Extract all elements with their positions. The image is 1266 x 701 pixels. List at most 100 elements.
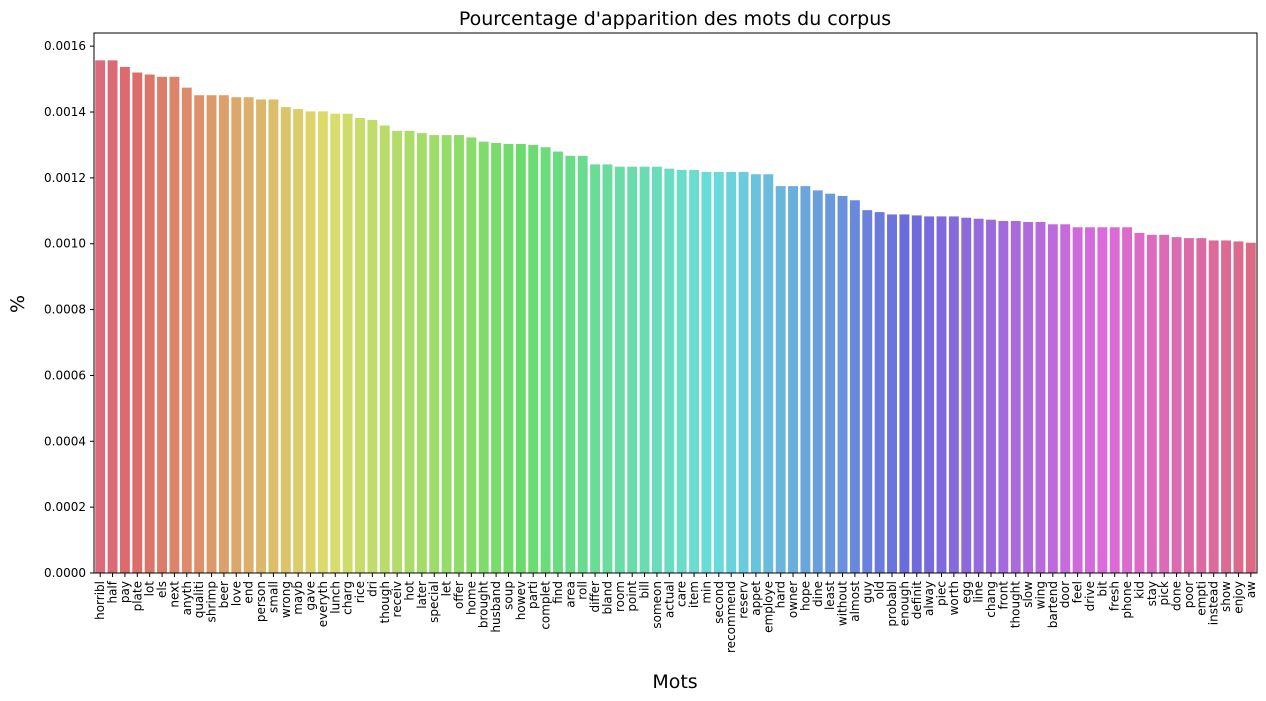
x-tick-label: appet — [749, 581, 763, 616]
bar-definit — [911, 215, 922, 573]
y-tick-label: 0.0000 — [44, 566, 86, 580]
bar-pick — [1159, 234, 1170, 573]
x-tick-label: lot — [143, 581, 157, 597]
bar-min — [701, 171, 712, 573]
x-tick-label: person — [254, 581, 268, 622]
x-tick-label: drive — [1083, 581, 1097, 611]
bar-kid — [1134, 232, 1145, 573]
x-tick-label: guy — [860, 581, 874, 603]
bar-worth — [948, 216, 959, 573]
bar-let — [441, 135, 452, 573]
bar-differ — [590, 164, 601, 573]
x-tick-label: alway — [922, 581, 936, 616]
bar-alway — [924, 216, 935, 573]
bar-show — [1221, 240, 1232, 573]
x-tick-label: thought — [1009, 581, 1023, 628]
bar-offer — [454, 135, 464, 573]
x-tick-label: later — [415, 581, 429, 609]
x-tick-label: min — [699, 581, 713, 604]
x-tick-label: recommend — [724, 581, 738, 653]
bar-reserv — [738, 171, 749, 573]
bar-poor — [1184, 238, 1194, 573]
bar-horribl — [95, 60, 106, 573]
x-tick-label: worth — [947, 581, 961, 615]
x-tick-label: enjoy — [1231, 581, 1245, 614]
bar-thought — [1010, 221, 1021, 573]
x-tick-label: bartend — [1046, 581, 1060, 628]
x-tick-label: offer — [452, 581, 466, 609]
y-axis: 0.0000 0.0002 0.0004 0.0006 0.0008 0.0010 0.00… — [44, 39, 94, 580]
bar-egg — [961, 217, 972, 573]
bar-dine — [812, 190, 823, 573]
x-tick-label: chang — [984, 581, 998, 618]
bars-group — [95, 60, 1256, 574]
bar-receiv — [392, 130, 403, 574]
bar-qualiti — [194, 95, 205, 573]
bar-fresh — [1109, 227, 1120, 573]
bar-actual — [664, 168, 675, 573]
bar-lunch — [330, 113, 341, 574]
x-tick-label: pay — [118, 581, 132, 603]
y-tick-label: 0.0010 — [44, 237, 86, 251]
x-tick-label: without — [836, 581, 850, 626]
bar-done — [1171, 237, 1182, 573]
bar-plate — [132, 72, 143, 573]
x-tick-label: aw — [1244, 581, 1258, 598]
x-tick-label: fresh — [1108, 581, 1122, 611]
bar-love — [231, 97, 242, 574]
y-tick-label: 0.0002 — [44, 500, 86, 514]
bar-anyth — [181, 87, 192, 573]
bar-door — [1060, 224, 1071, 574]
bar-parti — [528, 144, 539, 573]
bar-aw — [1245, 242, 1256, 574]
x-tick-label: plate — [130, 581, 144, 611]
x-tick-label: let — [440, 581, 454, 597]
x-tick-label: almost — [848, 581, 862, 622]
x-tick-label: second — [712, 581, 726, 624]
y-tick-label: 0.0004 — [44, 434, 86, 448]
x-tick-label: front — [996, 581, 1010, 610]
y-tick-label: 0.0008 — [44, 303, 86, 317]
x-tick-label: brought — [477, 581, 491, 628]
x-tick-label: though — [378, 581, 392, 623]
x-tick-label: horribl — [93, 581, 107, 620]
bar-second — [713, 171, 724, 573]
bar-roll — [577, 155, 588, 573]
bar-appet — [750, 174, 761, 573]
x-tick-label: end — [242, 581, 256, 604]
x-tick-label: dine — [811, 581, 825, 607]
x-tick-label: everyth — [316, 581, 330, 627]
bar-wing — [1035, 222, 1046, 573]
x-axis: horriblhalfpayplatelotelsnextanythqualit… — [93, 573, 1258, 653]
x-tick-label: wing — [1033, 581, 1047, 609]
bar-empti — [1196, 238, 1207, 573]
bar-stay — [1146, 234, 1157, 573]
x-axis-label: Mots — [652, 671, 697, 693]
x-tick-label: gave — [304, 581, 318, 610]
bar-special — [429, 135, 440, 573]
x-tick-label: actual — [662, 581, 676, 618]
x-tick-label: soup — [501, 581, 515, 610]
bar-front — [998, 221, 1009, 573]
bar-everyth — [317, 111, 328, 574]
bar-piec — [936, 216, 947, 573]
bar-wrong — [280, 107, 291, 573]
bar-employe — [763, 174, 774, 573]
x-tick-label: feel — [1071, 581, 1085, 603]
x-tick-label: area — [563, 581, 577, 608]
y-tick-label: 0.0016 — [44, 39, 86, 53]
bar-bill — [639, 166, 650, 573]
bar-enough — [899, 214, 910, 573]
x-tick-label: lunch — [328, 581, 342, 614]
y-axis-label: % — [7, 295, 29, 313]
bar-point — [627, 166, 638, 573]
y-tick-label: 0.0014 — [44, 105, 86, 119]
bar-beer — [218, 95, 229, 573]
bar-bit — [1097, 227, 1108, 573]
x-tick-label: hard — [774, 581, 788, 608]
x-tick-label: differ — [588, 581, 602, 613]
bar-later — [416, 133, 427, 573]
bar-shrimp — [206, 95, 217, 573]
bar-hope — [800, 186, 811, 574]
x-tick-label: hope — [798, 581, 812, 611]
